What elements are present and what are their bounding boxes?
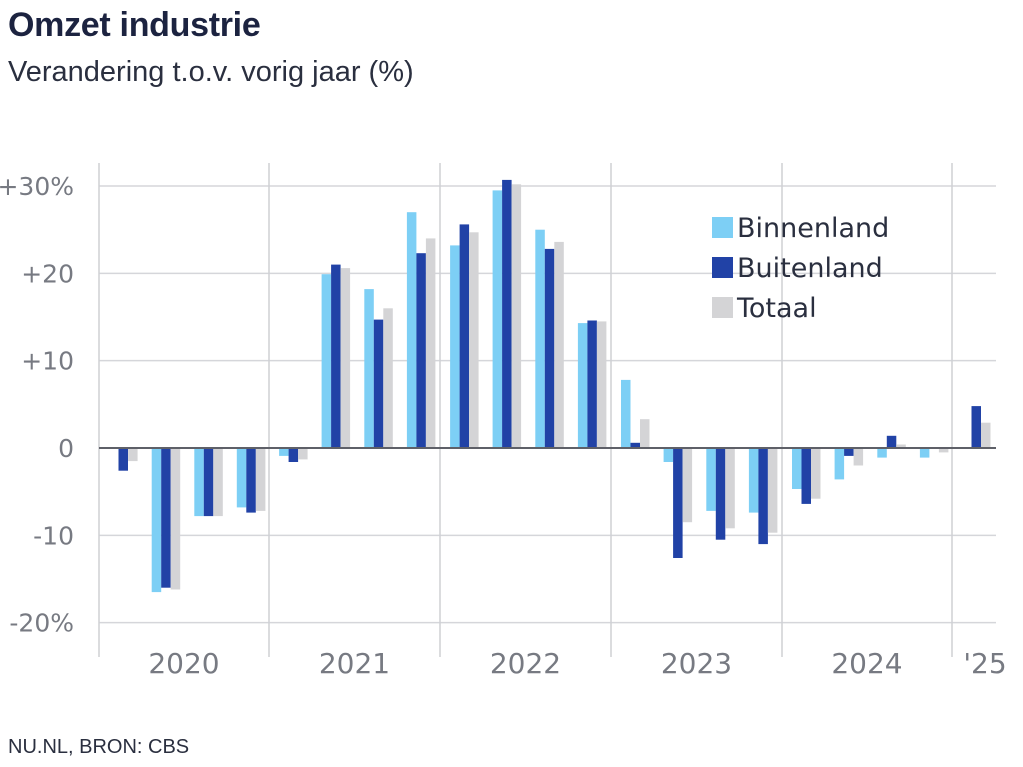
bar-buitenland-2024-q2: [844, 448, 854, 456]
x-year-label: 2023: [661, 647, 732, 680]
bar-totaal-2020-q2: [170, 448, 181, 590]
bar-totaal-2023-q1: [640, 419, 650, 448]
x-year-label: 2021: [319, 647, 390, 680]
bar-totaal-2024-q4: [938, 448, 949, 453]
bar-totaal-2020-q3: [213, 448, 223, 517]
bar-buitenland-2021-q1: [288, 448, 299, 462]
bar-buitenland-2021-q3: [373, 319, 384, 448]
bar-binnenland-2022-q2: [492, 190, 503, 448]
bar-binnenland-2022-q4: [577, 323, 588, 448]
bar-totaal-2021-q4: [425, 238, 436, 448]
y-tick-label: +10: [21, 347, 74, 376]
bar-buitenland-2023-q4: [758, 448, 768, 545]
bar-totaal-2021-q3: [383, 308, 393, 448]
bar-binnenland-2023-q4: [748, 448, 759, 513]
bar-buitenland-2025-q1: [971, 406, 981, 448]
bar-buitenland-2020-q2: [161, 448, 171, 588]
bar-buitenland-2023-q1: [630, 442, 640, 448]
x-year-label: '25: [963, 647, 1006, 680]
legend-swatch-binnenland: [712, 217, 733, 238]
bar-totaal-2024-q3: [896, 444, 906, 448]
bar-binnenland-2024-q2: [834, 448, 845, 480]
legend-label-buitenland: Buitenland: [737, 253, 883, 284]
source-note: NU.NL, BRON: CBS: [8, 736, 190, 758]
legend: Binnenland Buitenland Totaal: [712, 213, 889, 324]
bar-totaal-2023-q3: [725, 448, 735, 529]
legend-swatch-totaal: [712, 297, 733, 318]
bar-binnenland-2020-q3: [194, 448, 204, 517]
bar-binnenland-2023-q3: [706, 448, 716, 511]
bar-buitenland-2022-q4: [587, 320, 597, 448]
x-year-label: 2022: [490, 647, 561, 680]
bar-binnenland-2020-q4: [236, 448, 247, 508]
bar-totaal-2025-q1: [981, 422, 991, 448]
bar-totaal-2022-q3: [554, 241, 564, 448]
bar-buitenland-2022-q3: [544, 248, 555, 448]
bar-binnenland-2024-q4: [919, 448, 930, 458]
bars-layer: [118, 179, 991, 593]
legend-swatch-buitenland: [712, 257, 733, 278]
bar-buitenland-2022-q1: [459, 224, 470, 448]
bar-totaal-2021-q2: [340, 268, 351, 448]
bar-buitenland-2020-q4: [246, 448, 256, 513]
bar-totaal-2024-q2: [853, 448, 864, 466]
bar-binnenland-2020-q2: [151, 448, 162, 593]
bar-buitenland-2024-q3: [886, 435, 897, 448]
bar-binnenland-2024-q3: [877, 448, 887, 458]
x-year-label: 2024: [831, 647, 902, 680]
bar-buitenland-2023-q3: [715, 448, 726, 540]
y-tick-label: +20: [21, 259, 74, 288]
bar-totaal-2024-q1: [811, 448, 821, 499]
bar-binnenland-2021-q3: [364, 289, 374, 448]
bar-binnenland-2021-q2: [321, 274, 332, 448]
y-tick-label: -20%: [9, 609, 74, 638]
bar-totaal-2021-q1: [298, 448, 308, 460]
legend-label-binnenland: Binnenland: [737, 213, 889, 244]
bar-buitenland-2022-q2: [502, 179, 512, 448]
bar-binnenland-2021-q4: [406, 212, 417, 448]
bar-buitenland-2020-q1: [118, 448, 128, 471]
bar-binnenland-2022-q3: [535, 229, 545, 448]
bar-binnenland-2023-q1: [621, 379, 631, 448]
bar-buitenland-2020-q3: [203, 448, 214, 517]
bar-totaal-2020-q4: [255, 448, 266, 511]
axis-layer: +30% +20 +10 0 -10 -20% 2020 2021 2022 2023 2024 '2…: [0, 172, 1007, 680]
bar-buitenland-2021-q2: [331, 264, 341, 448]
bar-totaal-2022-q1: [469, 232, 479, 448]
y-tick-label: -10: [33, 521, 74, 550]
x-year-label: 2020: [148, 647, 219, 680]
chart-title: Omzet industrie: [8, 6, 261, 44]
bar-binnenland-2021-q1: [279, 448, 289, 456]
bar-binnenland-2022-q1: [450, 245, 460, 448]
bar-totaal-2023-q4: [767, 448, 778, 533]
chart-subtitle: Verandering t.o.v. vorig jaar (%): [8, 56, 414, 88]
y-tick-label: 0: [58, 434, 74, 463]
bar-totaal-2023-q2: [682, 448, 693, 523]
bar-totaal-2022-q2: [511, 184, 522, 449]
bar-buitenland-2024-q1: [801, 448, 811, 504]
bar-buitenland-2021-q4: [416, 253, 426, 448]
bar-buitenland-2023-q2: [673, 448, 683, 558]
bar-binnenland-2023-q2: [663, 448, 674, 462]
bar-totaal-2022-q4: [596, 321, 607, 448]
legend-label-totaal: Totaal: [736, 293, 817, 324]
bar-totaal-2020-q1: [128, 448, 138, 462]
bar-binnenland-2024-q1: [792, 448, 802, 489]
y-tick-label: +30%: [0, 172, 74, 201]
